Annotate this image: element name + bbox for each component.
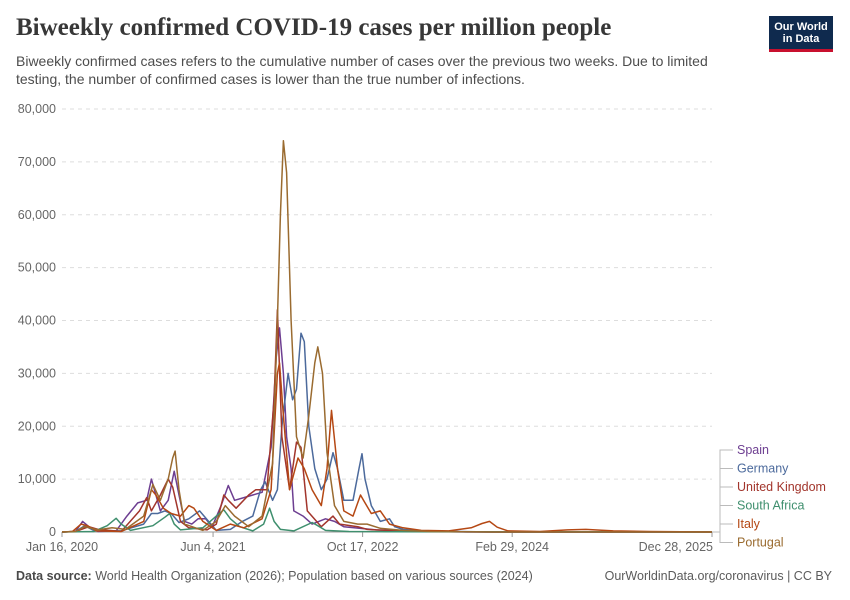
series-line-south-africa: [61, 507, 713, 533]
legend-connector-italy: [712, 523, 733, 533]
legend-connector-south-africa: [712, 505, 733, 533]
logo-line-1: Our World: [774, 20, 828, 33]
legend-label-italy: Italy: [737, 517, 761, 531]
y-tick-label: 60,000: [18, 208, 56, 222]
x-tick-label: Dec 28, 2025: [639, 540, 713, 554]
legend-label-portugal: Portugal: [737, 536, 784, 550]
data-source-text: World Health Organization (2026); Popula…: [95, 569, 533, 583]
y-tick-label: 20,000: [18, 419, 56, 433]
data-source-label: Data source:: [16, 569, 92, 583]
legend-connector-united-kingdom: [712, 486, 733, 533]
chart-subtitle: Biweekly confirmed cases refers to the c…: [16, 53, 708, 87]
x-tick-label: Jan 16, 2020: [26, 540, 98, 554]
y-tick-label: 40,000: [18, 314, 56, 328]
logo-line-2: in Data: [782, 32, 820, 45]
grid-layer: [62, 108, 712, 480]
legend-label-spain: Spain: [737, 443, 769, 457]
legend-connector-germany: [712, 468, 733, 533]
series-line-united-kingdom: [61, 309, 712, 533]
series-line-italy: [61, 362, 713, 533]
legend-connector-portugal: [712, 531, 733, 543]
series-line-portugal: [61, 139, 712, 533]
owid-logo[interactable]: Our World in Data: [769, 16, 833, 52]
y-tick-label: 80,000: [18, 102, 56, 116]
data-source-note: Data source: World Health Organization (…: [16, 569, 533, 583]
chart-title: Biweekly confirmed COVID-19 cases per mi…: [16, 14, 612, 41]
legend-connector-spain: [712, 449, 733, 533]
legend-label-germany: Germany: [737, 462, 789, 476]
credit-link[interactable]: OurWorldinData.org/coronavirus | CC BY: [604, 569, 832, 583]
y-tick-label: 70,000: [18, 155, 56, 169]
y-tick-label: 30,000: [18, 366, 56, 380]
legend-label-united-kingdom: United Kingdom: [737, 480, 826, 494]
series-layer: [61, 139, 713, 533]
legend-label-south-africa: South Africa: [737, 499, 804, 513]
x-tick-label: Feb 29, 2024: [475, 540, 549, 554]
x-tick-label: Oct 17, 2022: [327, 540, 399, 554]
y-tick-label: 10,000: [18, 472, 56, 486]
y-tick-label: 0: [49, 525, 56, 539]
axis-layer: 0 10,000 20,000 30,000 40,000 50,000 60,000 70,…: [18, 102, 713, 554]
legend-layer: Spain Germany United Kingdom South Africa It…: [712, 443, 826, 550]
y-tick-label: 50,000: [18, 261, 56, 275]
x-tick-label: Jun 4, 2021: [180, 540, 245, 554]
series-line-spain: [61, 327, 712, 533]
series-line-germany: [61, 332, 712, 533]
